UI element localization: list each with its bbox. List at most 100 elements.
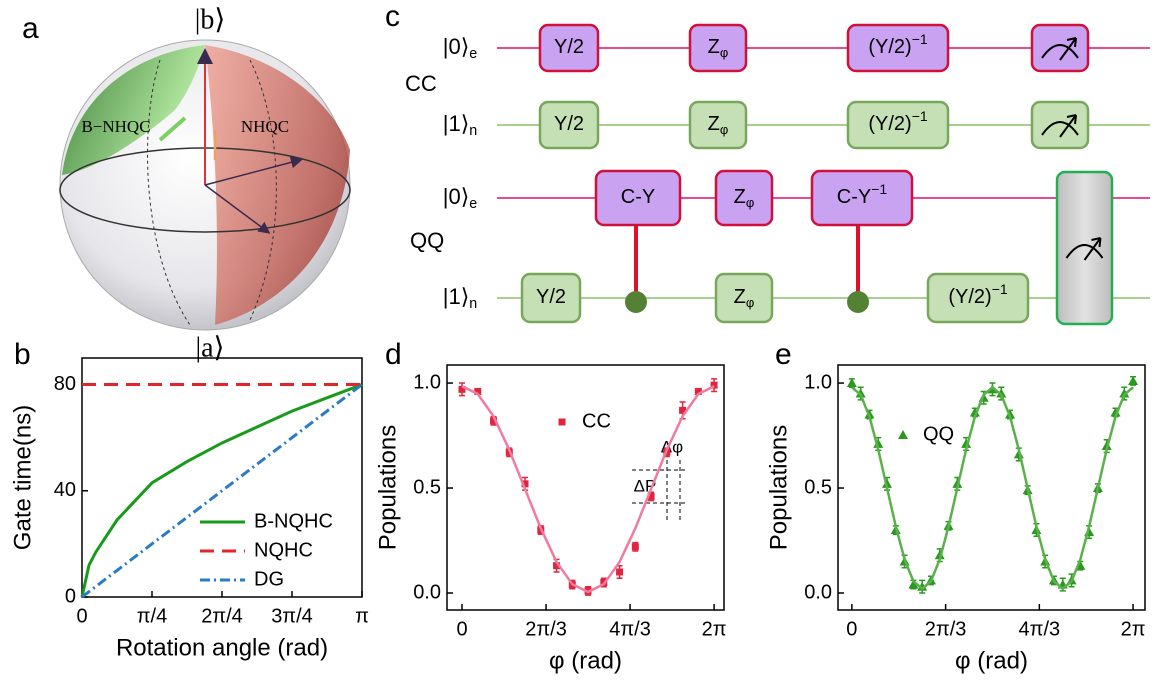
circuit: CC QQ |0⟩e|1⟩n|0⟩e|1⟩nY/2 Zφ (Y/2)−1Y/2 Zφ(… bbox=[405, 23, 1150, 326]
label-main: Y/2 bbox=[536, 286, 566, 308]
measurement bbox=[1055, 170, 1114, 326]
panel-label: b bbox=[14, 338, 31, 371]
marker bbox=[553, 562, 561, 570]
marker bbox=[961, 438, 972, 448]
x-tick-label: 2π bbox=[702, 618, 727, 640]
marker bbox=[1110, 407, 1121, 417]
series-line bbox=[80, 383, 363, 598]
label: (Y/2)−1 bbox=[948, 281, 1008, 309]
label-sup: −1 bbox=[912, 31, 928, 47]
label-main: |0⟩ bbox=[443, 184, 470, 209]
label-sub: n bbox=[469, 123, 477, 139]
y-tick-label: 1.0 bbox=[413, 371, 441, 393]
marker bbox=[855, 388, 866, 398]
y-tick-label: 0.5 bbox=[413, 476, 441, 498]
gate bbox=[520, 272, 582, 324]
control-dot bbox=[847, 291, 869, 313]
label: |0⟩e bbox=[443, 34, 478, 62]
x-tick-label: 4π/3 bbox=[1019, 618, 1061, 640]
label: |1⟩n bbox=[443, 284, 478, 312]
marker bbox=[647, 492, 655, 500]
x-tick-label: 3π/4 bbox=[271, 605, 313, 627]
gate bbox=[846, 23, 950, 73]
series-line bbox=[81, 383, 363, 599]
label-sup: −1 bbox=[871, 181, 887, 197]
marker bbox=[521, 480, 529, 488]
marker bbox=[846, 378, 857, 388]
measurement bbox=[1030, 23, 1090, 73]
label: |1⟩n bbox=[443, 111, 478, 139]
control-dot bbox=[625, 291, 647, 313]
label-sub: φ bbox=[720, 45, 728, 60]
vector bbox=[158, 116, 187, 142]
label-sub: e bbox=[469, 46, 477, 62]
x-tick-label: 0 bbox=[846, 618, 857, 640]
label-sub: e bbox=[469, 196, 477, 212]
gate bbox=[714, 272, 774, 324]
label-main: (Y/2) bbox=[868, 36, 911, 58]
marker bbox=[1128, 375, 1139, 385]
label-main: |0⟩ bbox=[443, 34, 470, 59]
gate bbox=[688, 100, 748, 150]
group-label: CC bbox=[405, 71, 437, 96]
x-tick-label: 2π/3 bbox=[525, 618, 567, 640]
label: Y/2 bbox=[554, 113, 584, 135]
y-axis-label: Populations bbox=[374, 425, 401, 550]
label-main: C-Y bbox=[837, 186, 871, 208]
label: Y/2 bbox=[554, 36, 584, 58]
marker bbox=[679, 406, 687, 414]
gate bbox=[846, 100, 950, 150]
plot-frame bbox=[81, 357, 363, 598]
marker bbox=[694, 387, 702, 395]
label-main: (Y/2) bbox=[868, 113, 911, 135]
label-main: Z bbox=[734, 286, 746, 308]
y-tick-label: 40 bbox=[54, 479, 76, 501]
y-tick-label: 0.0 bbox=[804, 581, 832, 603]
label: (Y/2)−1 bbox=[868, 108, 928, 136]
meter-icon bbox=[1065, 244, 1104, 259]
meter-icon bbox=[1041, 121, 1079, 136]
x-axis-label: φ (rad) bbox=[549, 647, 622, 674]
gate bbox=[810, 169, 914, 227]
marker bbox=[616, 568, 624, 576]
x-tick-label: 2π bbox=[1121, 618, 1146, 640]
bloch-sphere: |b⟩ |a⟩ B−NHQC NHQC bbox=[59, 4, 351, 363]
x-tick-label: 0 bbox=[456, 618, 467, 640]
gate bbox=[926, 272, 1030, 324]
marker bbox=[458, 385, 466, 393]
legend-label: QQ bbox=[923, 423, 954, 445]
x-tick-label: 4π/3 bbox=[609, 618, 651, 640]
vector bbox=[204, 184, 271, 234]
label-main: Y/2 bbox=[554, 36, 584, 58]
y-tick-label: 0.0 bbox=[413, 581, 441, 603]
meter-icon bbox=[1041, 44, 1079, 59]
label: C-Y−1 bbox=[837, 181, 888, 209]
delta-annotation: Δφ ΔP bbox=[632, 437, 688, 520]
region-label: NHQC bbox=[241, 117, 289, 136]
red-region bbox=[205, 45, 350, 325]
y-tick-label: 1.0 bbox=[804, 371, 832, 393]
label-sub: φ bbox=[746, 295, 754, 310]
y-tick-label: 80 bbox=[54, 373, 76, 395]
x-tick-label: 0 bbox=[76, 605, 87, 627]
label-sup: −1 bbox=[912, 108, 928, 124]
legend-swatch bbox=[558, 418, 566, 426]
label: C-Y bbox=[621, 186, 655, 208]
label-main: Z bbox=[734, 186, 746, 208]
label-sup: −1 bbox=[992, 281, 1008, 297]
marker bbox=[710, 381, 718, 389]
meter-icon bbox=[1059, 114, 1077, 138]
y-tick-label: 0.5 bbox=[804, 476, 832, 498]
x-tick-label: 2π/4 bbox=[201, 605, 243, 627]
marker bbox=[474, 387, 482, 395]
panel-label: c bbox=[385, 0, 400, 33]
label: Zφ bbox=[734, 186, 755, 210]
label-sub: n bbox=[469, 296, 477, 312]
marker bbox=[908, 579, 919, 589]
label-main: C-Y bbox=[621, 186, 655, 208]
series-line bbox=[461, 385, 715, 594]
panel-label: d bbox=[385, 338, 402, 371]
legend-swatch bbox=[898, 430, 908, 439]
